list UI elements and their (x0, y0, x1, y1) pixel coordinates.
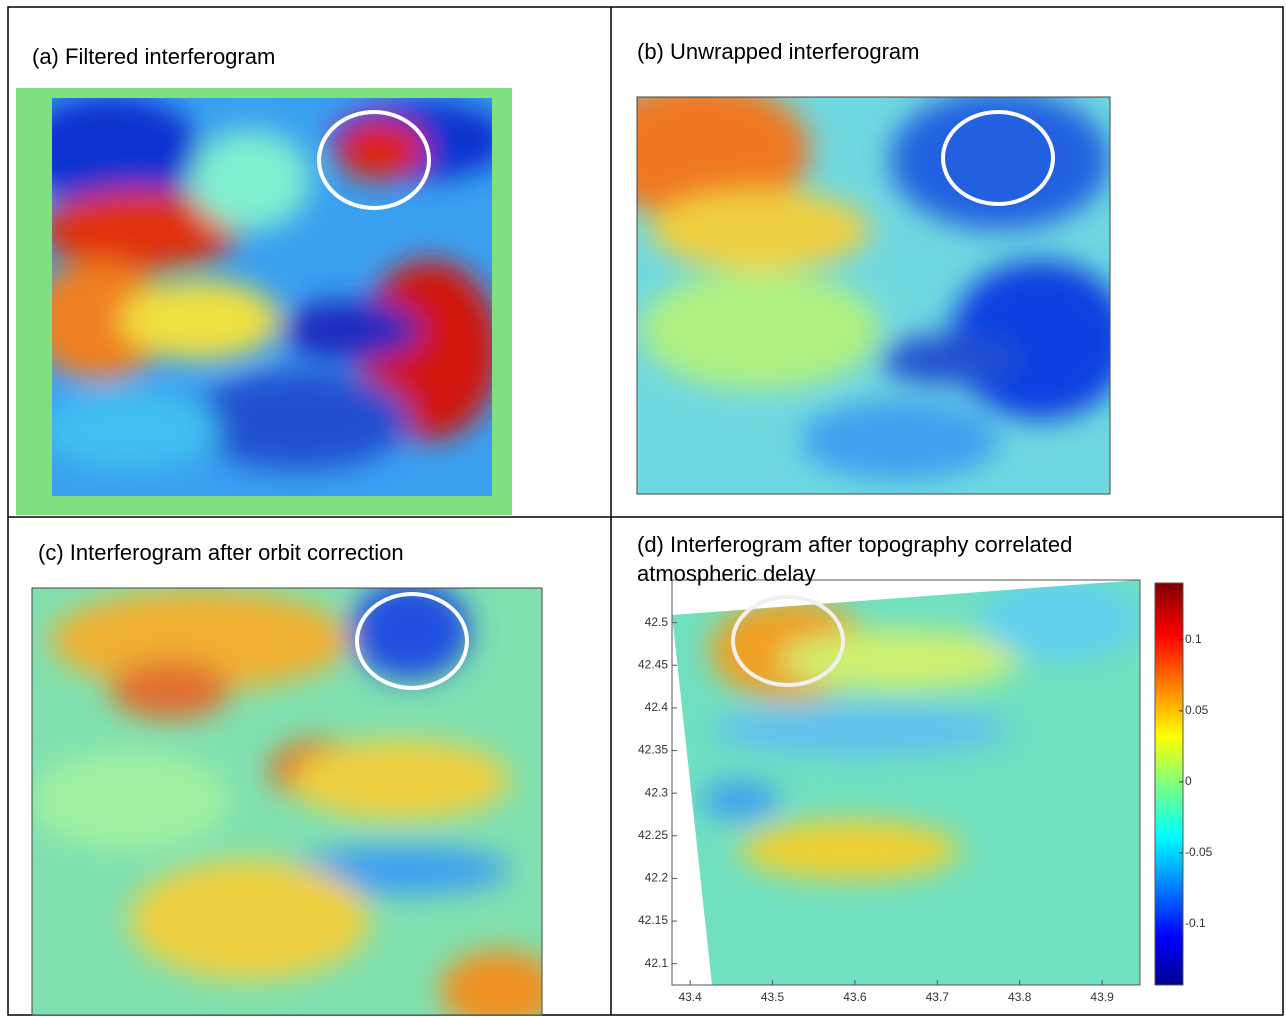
image-d (672, 580, 1183, 985)
x-tick-label: 43.9 (1090, 990, 1114, 1004)
image-c (30, 580, 560, 1017)
y-tick-label: 42.45 (638, 657, 668, 671)
y-tick-label: 42.5 (645, 615, 669, 629)
y-tick-label: 42.3 (645, 785, 669, 799)
x-tick-label: 43.4 (678, 990, 702, 1004)
caption: (d) Interferogram after topography corre… (637, 530, 1197, 588)
page: 43.4 43.5 43.6 43.7 43.8 43.9 42.1 42.15 42.2 42.… (0, 0, 1286, 1017)
colorbar-tick-label: 0.05 (1185, 703, 1209, 717)
caption: (c) Interferogram after orbit correction (38, 539, 404, 567)
caption: (a) Filtered interferogram (32, 43, 275, 71)
y-tick-label: 42.15 (638, 913, 668, 927)
image-a (16, 88, 512, 515)
y-tick-label: 42.35 (638, 743, 668, 757)
x-tick-label: 43.8 (1008, 990, 1032, 1004)
x-tick-label: 43.6 (843, 990, 867, 1004)
x-tick-label: 43.7 (926, 990, 950, 1004)
colorbar (1155, 583, 1183, 985)
y-tick-label: 42.4 (645, 700, 669, 714)
colorbar-tick-label: -0.05 (1185, 845, 1213, 859)
caption: (b) Unwrapped interferogram (637, 38, 919, 66)
y-tick-label: 42.2 (645, 871, 669, 885)
colorbar-tick-label: -0.1 (1185, 916, 1206, 930)
colorbar-tick-label: 0.1 (1185, 632, 1202, 646)
figure: 43.4 43.5 43.6 43.7 43.8 43.9 42.1 42.15 42.2 42.… (0, 0, 1286, 1017)
y-tick-label: 42.25 (638, 828, 668, 842)
x-tick-label: 43.5 (761, 990, 785, 1004)
colorbar-tick-label: 0 (1185, 774, 1192, 788)
y-tick-label: 42.1 (645, 956, 669, 970)
image-b (590, 80, 1130, 494)
